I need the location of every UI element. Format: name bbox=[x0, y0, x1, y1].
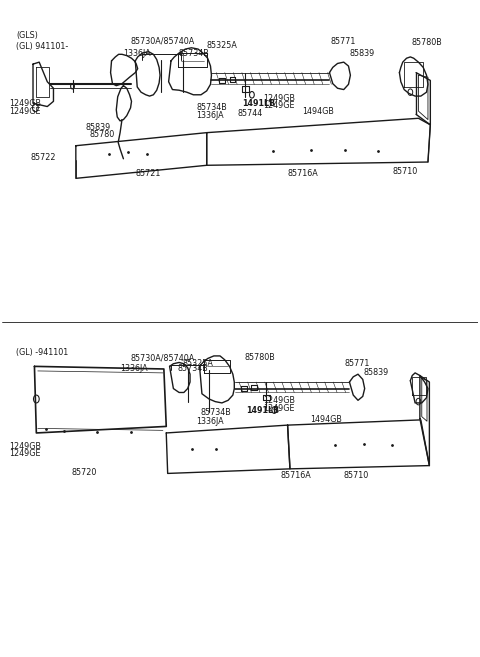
Text: 1249GB: 1249GB bbox=[9, 442, 41, 451]
Text: 85839: 85839 bbox=[85, 123, 110, 132]
Text: 1336JA: 1336JA bbox=[123, 49, 151, 58]
Text: 1336JA: 1336JA bbox=[120, 365, 148, 373]
Text: 1336JA: 1336JA bbox=[196, 111, 224, 120]
Text: 85716A: 85716A bbox=[288, 169, 318, 177]
Text: 1249GE: 1249GE bbox=[263, 101, 294, 110]
Text: 85716A: 85716A bbox=[280, 471, 311, 480]
Text: 1249GB: 1249GB bbox=[9, 99, 41, 108]
Text: 85722: 85722 bbox=[31, 153, 56, 162]
Text: 85730A/85740A: 85730A/85740A bbox=[131, 353, 195, 363]
Text: 1494GB: 1494GB bbox=[311, 415, 342, 424]
Text: 85780: 85780 bbox=[89, 130, 114, 139]
Text: 1491LB: 1491LB bbox=[242, 99, 276, 108]
Text: 85734B: 85734B bbox=[177, 365, 208, 373]
Text: 1249GE: 1249GE bbox=[9, 106, 41, 116]
Text: 1249GE: 1249GE bbox=[263, 403, 294, 413]
Text: 85730A/85740A: 85730A/85740A bbox=[131, 37, 195, 46]
Text: (GL) -941101: (GL) -941101 bbox=[16, 348, 69, 357]
Text: 1336JA: 1336JA bbox=[196, 417, 224, 426]
Text: 1491LB: 1491LB bbox=[246, 406, 279, 415]
Text: 85780B: 85780B bbox=[245, 353, 276, 363]
Text: 85734B: 85734B bbox=[196, 103, 227, 112]
Text: 85771: 85771 bbox=[330, 37, 356, 46]
Text: 85710: 85710 bbox=[392, 168, 418, 176]
Text: 85839: 85839 bbox=[349, 49, 375, 58]
Text: 85734B: 85734B bbox=[178, 49, 209, 58]
Text: (GLS)
(GL) 941101-: (GLS) (GL) 941101- bbox=[16, 32, 69, 51]
Text: 85325A: 85325A bbox=[207, 41, 238, 51]
Text: 85734B: 85734B bbox=[201, 408, 232, 417]
Text: 85325A: 85325A bbox=[183, 359, 214, 369]
Text: 1249GE: 1249GE bbox=[9, 449, 41, 459]
Text: 85710: 85710 bbox=[344, 471, 369, 480]
Text: 85839: 85839 bbox=[364, 369, 389, 377]
Text: 1494GB: 1494GB bbox=[302, 106, 334, 116]
Text: 85780B: 85780B bbox=[411, 38, 442, 47]
Text: 1249GB: 1249GB bbox=[263, 93, 295, 102]
Text: 85721: 85721 bbox=[135, 169, 161, 177]
Text: 85771: 85771 bbox=[345, 359, 370, 369]
Text: 85744: 85744 bbox=[238, 108, 263, 118]
Text: 1249GB: 1249GB bbox=[263, 396, 295, 405]
Text: 85720: 85720 bbox=[71, 468, 96, 476]
